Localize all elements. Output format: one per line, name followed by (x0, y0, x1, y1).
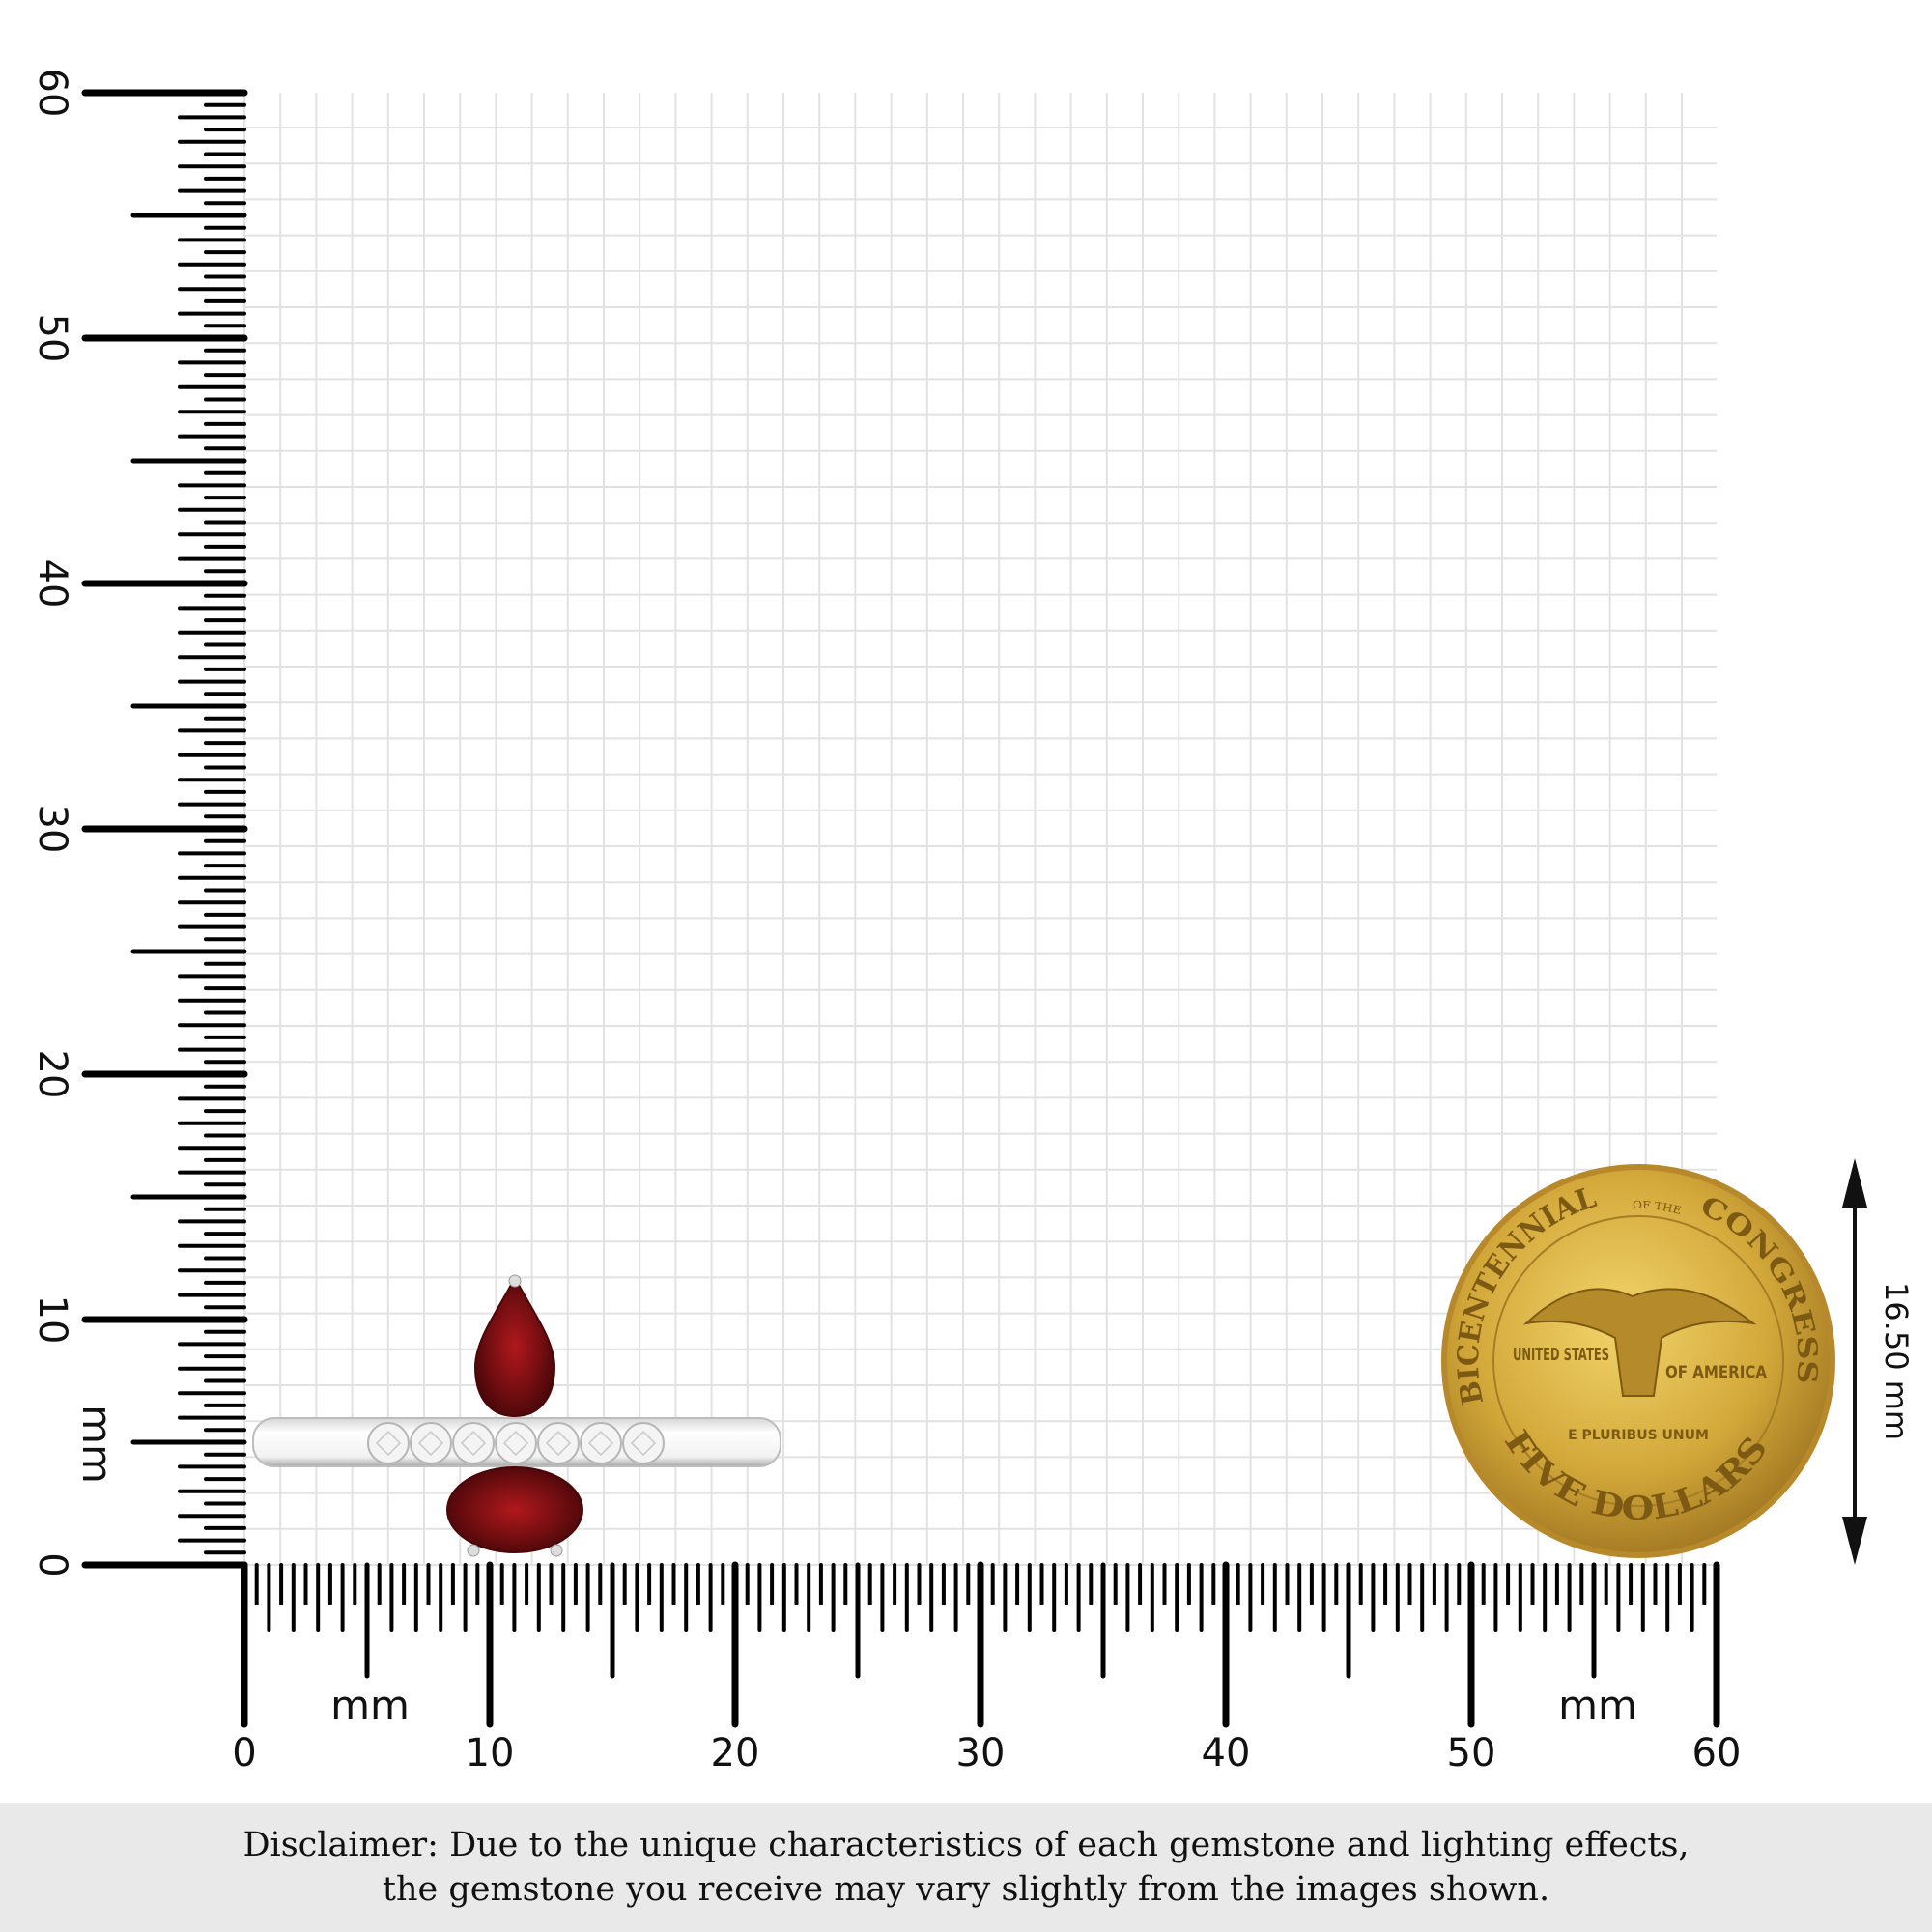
y-tick-label: 0 (30, 1552, 74, 1577)
oval-garnet (446, 1466, 583, 1553)
disclaimer: Disclaimer: Due to the unique characteri… (0, 1803, 1932, 1932)
diamond (622, 1422, 665, 1464)
prong (467, 1544, 480, 1557)
diamond-facet (545, 1430, 572, 1457)
y-tick-label: 40 (30, 559, 74, 609)
y-tick-label: 30 (30, 805, 74, 854)
x-tick-label: 20 (711, 1731, 760, 1776)
disclaimer-line-2: the gemstone you receive may vary slight… (382, 1870, 1550, 1909)
x-tick-label: 0 (232, 1731, 256, 1776)
x-tick-label: 10 (466, 1731, 515, 1776)
arrow-up-icon (1842, 1158, 1867, 1208)
coin-left-text: UNITED STATES (1513, 1345, 1609, 1365)
diamond-facet (460, 1430, 487, 1457)
diamond (537, 1422, 580, 1464)
disclaimer-line-1: Disclaimer: Due to the unique characteri… (242, 1826, 1690, 1864)
diamond-facet (630, 1430, 657, 1457)
y-tick-label: 50 (30, 314, 74, 363)
x-tick-label: 50 (1447, 1731, 1496, 1776)
y-tick-label: 60 (30, 69, 74, 118)
prong (550, 1544, 563, 1557)
diamond-facet (502, 1430, 529, 1457)
eagle-emblem (1522, 1288, 1757, 1397)
diamond-facet (417, 1430, 444, 1457)
pear-garnet (473, 1274, 556, 1418)
arrow-down-icon (1842, 1517, 1867, 1565)
coin-right-text: OF AMERICA (1665, 1363, 1768, 1382)
coin-reference: BICENTENNIAL OF THE CONGRESS FIVE DOLLAR… (1441, 1164, 1835, 1558)
ring-image (252, 1274, 781, 1557)
diamond (410, 1422, 452, 1464)
y-tick-label: 10 (30, 1295, 74, 1345)
y-unit-label: mm (73, 1405, 121, 1484)
x-tick-label: 60 (1692, 1731, 1742, 1776)
coin-motto: E PLURIBUS UNUM (1568, 1428, 1709, 1443)
diamond (452, 1422, 495, 1464)
ruler-ticks (81, 89, 1720, 1728)
diamond (495, 1422, 537, 1464)
diamond (580, 1422, 622, 1464)
x-tick-label: 40 (1202, 1731, 1251, 1776)
diameter-label: 16.50 mm (1878, 1282, 1915, 1440)
diamond-facet (375, 1430, 402, 1457)
x-unit-label: mm (1558, 1682, 1637, 1729)
y-tick-label: 20 (30, 1050, 74, 1099)
x-unit-label: mm (330, 1682, 410, 1729)
diamond-row (367, 1422, 665, 1464)
prong (508, 1274, 522, 1288)
diamond-facet (587, 1430, 614, 1457)
coin-diameter-arrow: 16.50 mm (1842, 1158, 1915, 1565)
x-tick-label: 30 (956, 1731, 1006, 1776)
diamond (367, 1422, 410, 1464)
